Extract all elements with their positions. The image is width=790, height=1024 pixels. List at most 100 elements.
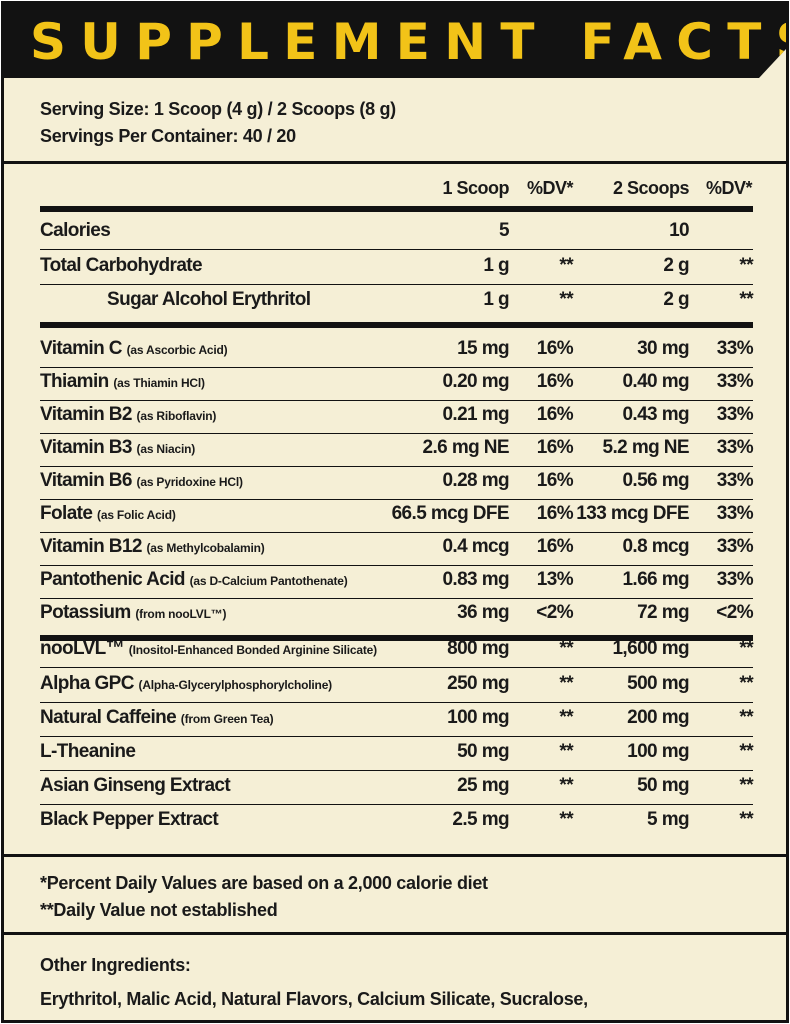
row-divider xyxy=(40,399,753,401)
dv-1-scoop: 13% xyxy=(536,569,574,590)
nutrient-name: Natural Caffeine (from Green Tea) xyxy=(40,707,274,729)
amount-2-scoops: 1,600 mg xyxy=(612,638,689,659)
amount-2-scoops: 0.56 mg xyxy=(622,470,689,491)
nutrient-label: Vitamin B3 xyxy=(40,437,132,458)
nutrient-label: Vitamin B12 xyxy=(40,536,142,557)
nutrient-name: Asian Ginseng Extract xyxy=(40,775,231,797)
table-row: Vitamin B3 (as Niacin) 2.6 mg NE 16% 5.2 mg… xyxy=(40,434,754,467)
row-divider-thick xyxy=(40,635,753,641)
amount-1-scoop: 15 mg xyxy=(457,338,510,359)
row-divider xyxy=(40,564,753,566)
row-divider xyxy=(40,432,753,434)
amount-2-scoops: 5.2 mg NE xyxy=(602,437,690,458)
amount-1-scoop: 2.5 mg xyxy=(452,809,509,830)
row-divider xyxy=(40,735,753,737)
nutrient-name: Alpha GPC (Alpha-Glycerylphosphorylcholi… xyxy=(40,673,332,695)
amount-2-scoops: 0.43 mg xyxy=(622,404,689,425)
amount-1-scoop: 250 mg xyxy=(447,673,509,694)
nutrient-name: nooLVL™ (Inositol-Enhanced Bonded Argini… xyxy=(40,638,377,660)
row-divider xyxy=(40,498,753,500)
nutrient-label: Total Carbohydrate xyxy=(40,255,203,276)
nutrient-label: Potassium xyxy=(40,602,131,623)
amount-1-scoop: 1 g xyxy=(483,255,509,276)
nutrient-name: Calories xyxy=(40,220,111,242)
dv-1-scoop: ** xyxy=(559,809,573,830)
nutrient-label: Vitamin C xyxy=(40,338,122,359)
amount-1-scoop: 5 xyxy=(499,220,510,241)
table-row: Vitamin B6 (as Pyridoxine HCl) 0.28 mg 16%… xyxy=(40,467,754,500)
nutrient-name: Vitamin B3 (as Niacin) xyxy=(40,437,195,459)
dv-1-scoop: ** xyxy=(559,673,573,694)
amount-1-scoop: 800 mg xyxy=(447,638,509,659)
table-row: Natural Caffeine (from Green Tea) 100 mg *… xyxy=(40,704,754,737)
dv-1-scoop: 16% xyxy=(536,470,574,491)
serving-size: Serving Size: 1 Scoop (4 g) / 2 Scoops (… xyxy=(40,99,396,119)
table-row: Vitamin B12 (as Methylcobalamin) 0.4 mcg 1… xyxy=(40,533,754,566)
nutrient-source: (as Pyridoxine HCl) xyxy=(136,475,243,489)
dv-1-scoop: ** xyxy=(559,289,573,310)
dv-2-scoops: ** xyxy=(739,809,753,830)
amount-2-scoops: 500 mg xyxy=(627,673,689,694)
nutrient-source: (as Folic Acid) xyxy=(97,508,176,522)
dv-2-scoops: 33% xyxy=(716,404,754,425)
nutrient-name: Vitamin C (as Ascorbic Acid) xyxy=(40,338,228,360)
table-row: Sugar Alcohol Erythritol 1 g ** 2 g ** xyxy=(40,286,754,328)
nutrient-label: Sugar Alcohol Erythritol xyxy=(107,289,311,310)
amount-2-scoops: 30 mg xyxy=(637,338,690,359)
dv-2-scoops: ** xyxy=(739,289,753,310)
nutrient-label: L-Theanine xyxy=(40,741,136,762)
amount-2-scoops: 100 mg xyxy=(627,741,689,762)
dv-2-scoops: 33% xyxy=(716,569,754,590)
dv-2-scoops: 33% xyxy=(716,503,754,524)
nutrient-label: Vitamin B2 xyxy=(40,404,132,425)
row-divider xyxy=(40,283,753,285)
divider-bottom xyxy=(4,854,786,857)
nutrient-label: Thiamin xyxy=(40,371,109,392)
dv-1-scoop: ** xyxy=(559,775,573,796)
nutrient-name: Folate (as Folic Acid) xyxy=(40,503,176,525)
nutrient-name: Vitamin B12 (as Methylcobalamin) xyxy=(40,536,265,558)
row-divider xyxy=(40,531,753,533)
amount-1-scoop: 0.28 mg xyxy=(442,470,509,491)
table-row: L-Theanine 50 mg ** 100 mg ** xyxy=(40,738,754,771)
nutrient-source: (Alpha-Glycerylphosphorylcholine) xyxy=(138,678,333,692)
nutrient-name: Potassium (from nooLVL™) xyxy=(40,602,227,624)
amount-2-scoops: 72 mg xyxy=(637,602,690,623)
table-row: Alpha GPC (Alpha-Glycerylphosphorylcholi… xyxy=(40,670,754,703)
amount-2-scoops: 5 mg xyxy=(647,809,690,830)
row-divider xyxy=(40,465,753,467)
dv-1-scoop: 16% xyxy=(536,404,574,425)
divider-footer xyxy=(4,932,786,935)
serving-info: Serving Size: 1 Scoop (4 g) / 2 Scoops (… xyxy=(40,96,396,150)
nutrient-label: nooLVL™ xyxy=(40,638,125,659)
amount-2-scoops: 10 xyxy=(669,220,690,241)
amount-1-scoop: 2.6 mg NE xyxy=(422,437,510,458)
col-head-2-scoops: 2 Scoops xyxy=(612,178,690,198)
dv-2-scoops: ** xyxy=(739,707,753,728)
table-row: Calories 5 10 xyxy=(40,217,753,250)
amount-1-scoop: 100 mg xyxy=(447,707,509,728)
amount-1-scoop: 0.20 mg xyxy=(442,371,509,392)
row-divider xyxy=(40,597,753,599)
servings-per-container: Servings Per Container: 40 / 20 xyxy=(40,126,296,146)
dv-1-scoop: ** xyxy=(559,255,573,276)
amount-2-scoops: 2 g xyxy=(663,289,689,310)
amount-2-scoops: 0.8 mcg xyxy=(622,536,689,557)
nutrient-source: (as Thiamin HCl) xyxy=(113,376,205,390)
nutrient-label: Vitamin B6 xyxy=(40,470,132,491)
divider-thick-1 xyxy=(40,206,753,212)
nutrient-name: Vitamin B2 (as Riboflavin) xyxy=(40,404,216,426)
nutrient-source: (as D-Calcium Pantothenate) xyxy=(189,574,348,588)
nutrient-source: (from Green Tea) xyxy=(180,712,274,726)
nutrient-label: Folate xyxy=(40,503,93,524)
row-divider xyxy=(40,803,753,805)
table-row: Vitamin C (as Ascorbic Acid) 15 mg 16% 30 m… xyxy=(40,335,754,368)
nutrient-source: (as Riboflavin) xyxy=(136,409,217,423)
nutrient-source: (from nooLVL™) xyxy=(135,607,227,621)
other-ingredients: Other Ingredients: Erythritol, Malic Aci… xyxy=(40,948,588,1016)
col-head-dv-2: %DV* xyxy=(705,178,753,198)
table-row: nooLVL™ (Inositol-Enhanced Bonded Argini… xyxy=(40,635,754,668)
footnotes: *Percent Daily Values are based on a 2,0… xyxy=(40,870,488,924)
nutrient-name: Sugar Alcohol Erythritol xyxy=(107,289,311,311)
